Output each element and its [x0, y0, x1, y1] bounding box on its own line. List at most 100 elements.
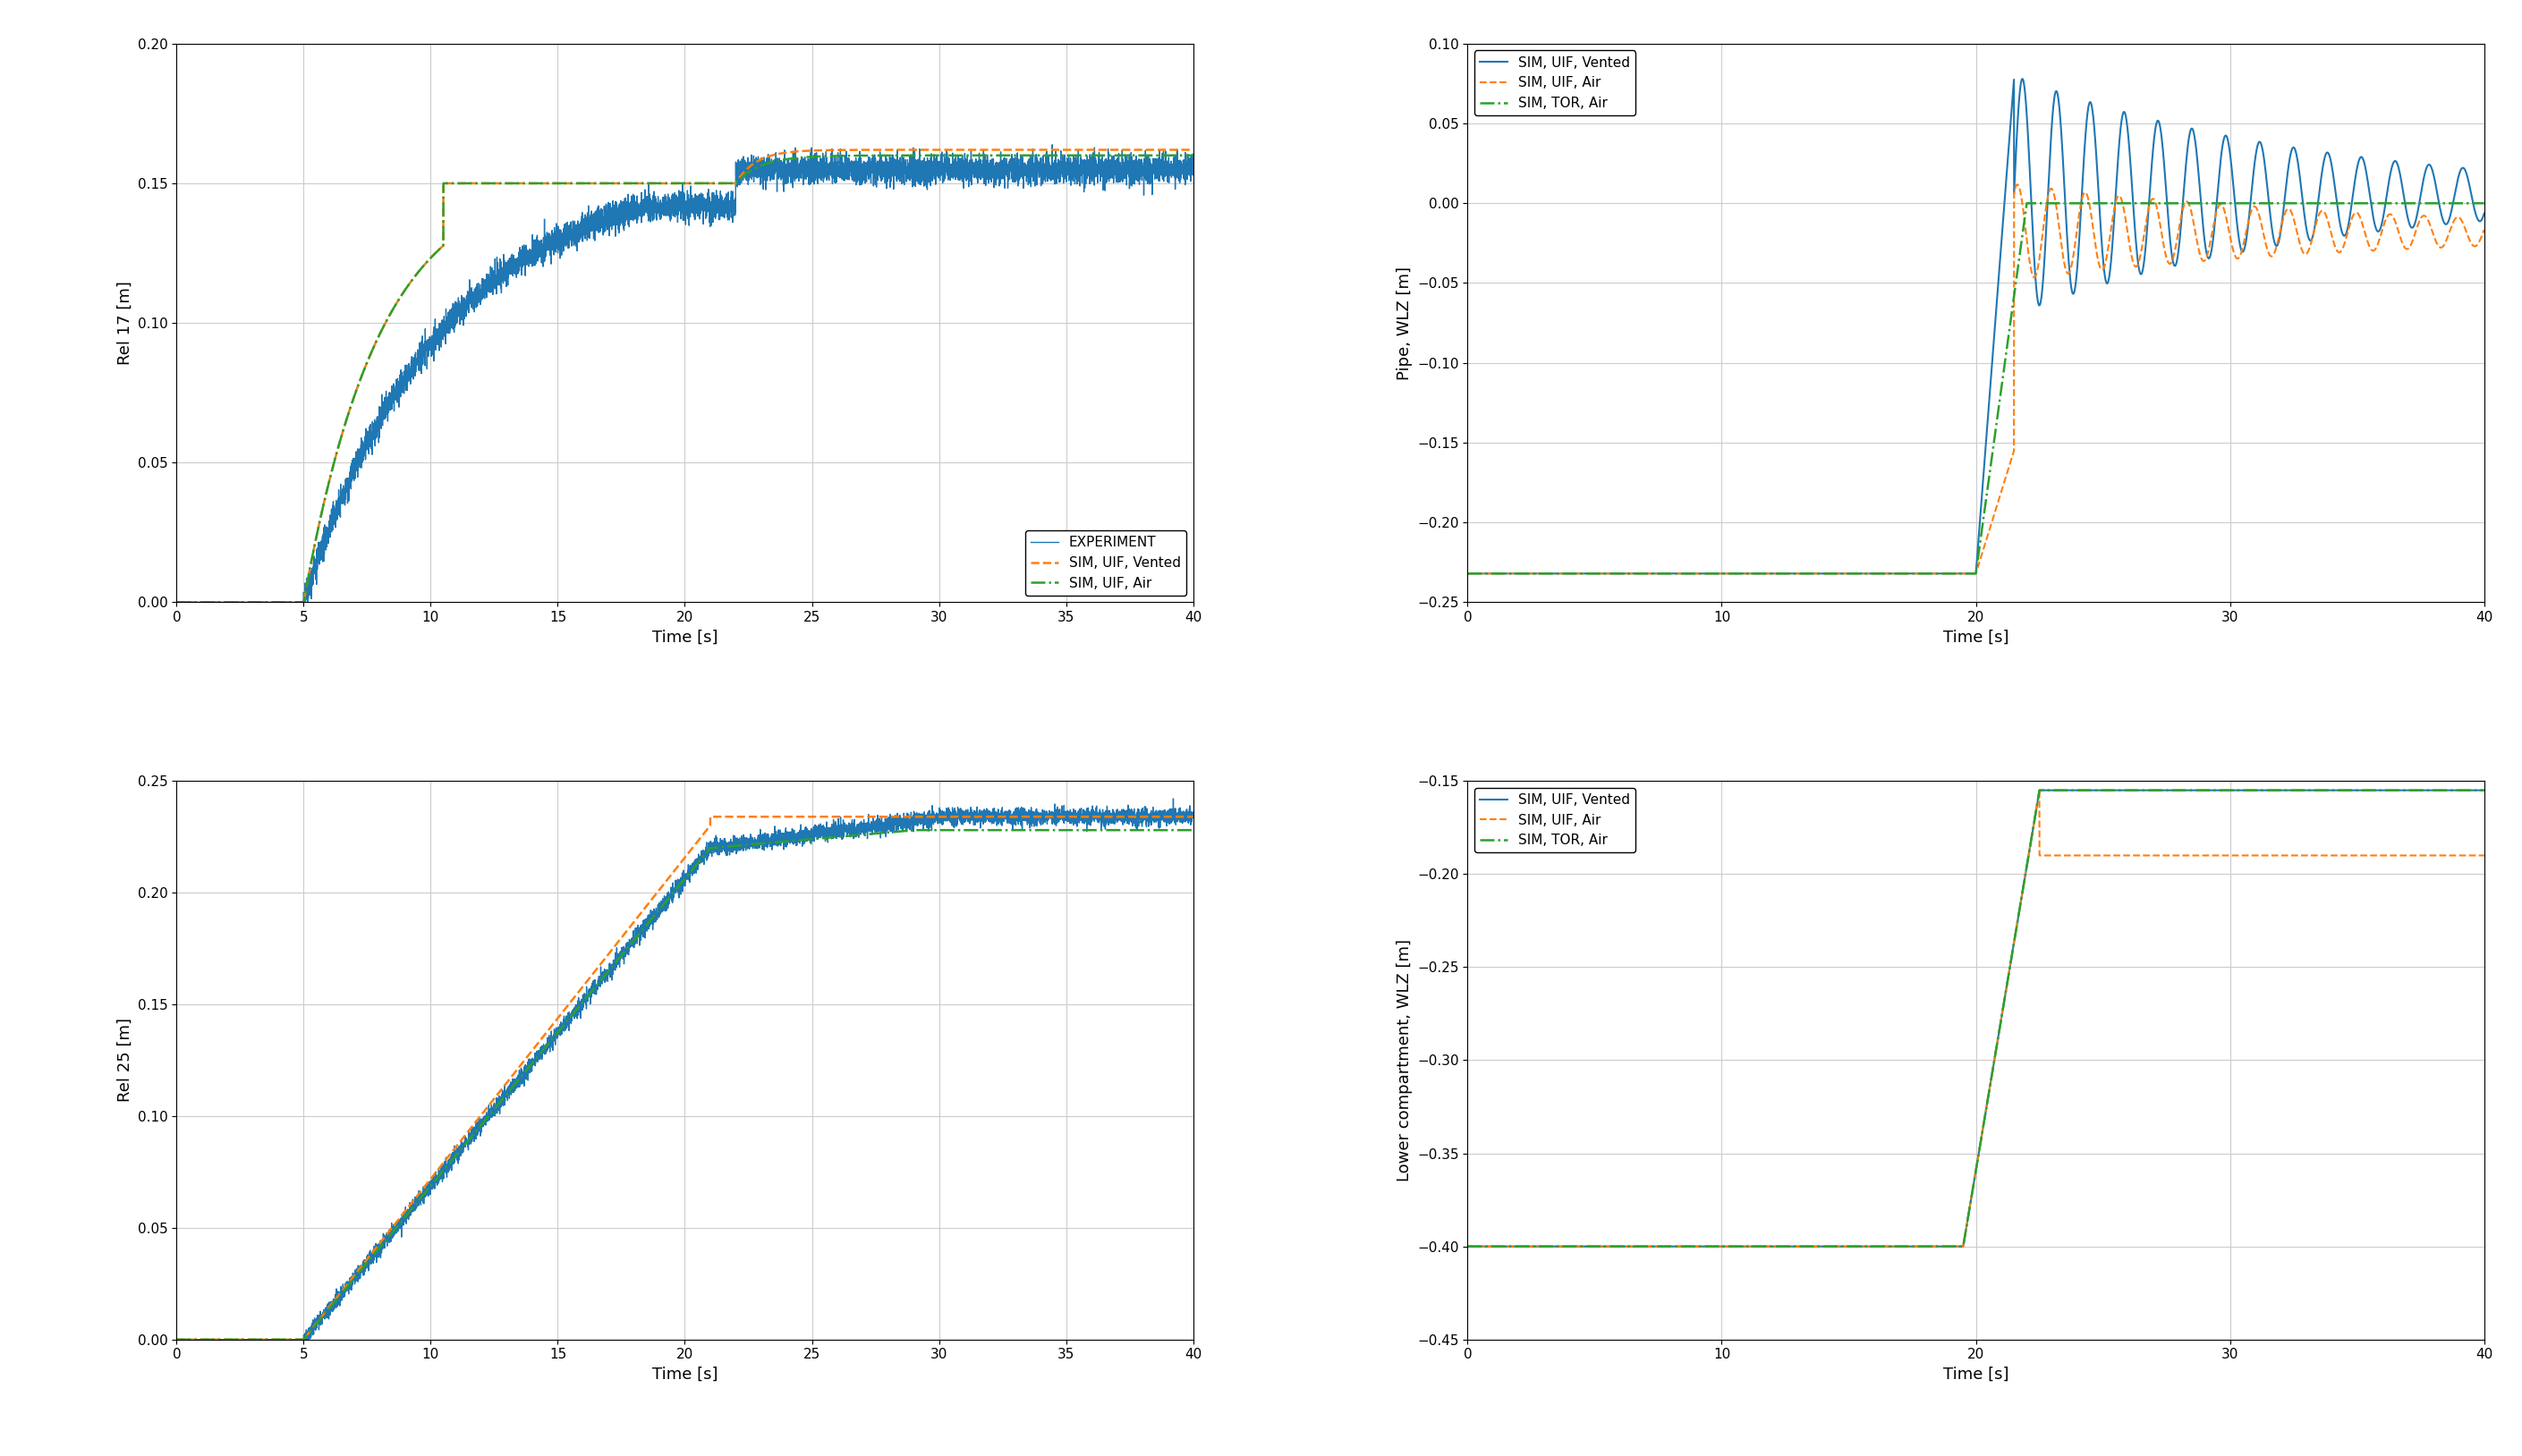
SIM, UIF, Air [915, 821, 946, 839]
SIM, UIF, Air [1178, 147, 1208, 165]
SIM, UIF, Air [968, 147, 999, 165]
SIM, UIF, Vented [2207, 782, 2237, 799]
Line: EXPERIMENT: EXPERIMENT [177, 799, 1193, 1340]
SIM, UIF, Air [161, 1331, 192, 1348]
EXPERIMENT [530, 1045, 560, 1063]
EXPERIMENT [1178, 805, 1208, 823]
SIM, UIF, Vented [1821, 1238, 1851, 1255]
SIM, TOR, Air [1821, 1238, 1851, 1255]
SIM, UIF, Vented [1821, 565, 1851, 582]
SIM, TOR, Air [2207, 782, 2237, 799]
EXPERIMENT [968, 172, 999, 189]
SIM, UIF, Air [161, 594, 192, 612]
Line: SIM, UIF, Air: SIM, UIF, Air [1468, 185, 2484, 574]
SIM, UIF, Air [2260, 240, 2290, 258]
SIM, UIF, Air [1453, 565, 1483, 582]
SIM, UIF, Air [764, 833, 794, 850]
EXPERIMENT [764, 823, 794, 840]
SIM, TOR, Air [2260, 782, 2290, 799]
SIM, TOR, Air [1453, 1238, 1483, 1255]
EXPERIMENT [161, 594, 192, 612]
EXPERIMENT [807, 827, 837, 844]
SIM, UIF, Vented [764, 808, 794, 826]
EXPERIMENT [807, 160, 837, 178]
SIM, UIF, Air [764, 151, 794, 169]
Line: SIM, TOR, Air: SIM, TOR, Air [1468, 204, 2484, 574]
Line: SIM, UIF, Vented: SIM, UIF, Vented [177, 817, 1193, 1340]
SIM, UIF, Vented [530, 1026, 560, 1044]
SIM, UIF, Vented [2008, 70, 2038, 87]
SIM, UIF, Vented [1503, 565, 1533, 582]
SIM, TOR, Air [2025, 782, 2055, 799]
SIM, UIF, Vented [161, 594, 192, 612]
Line: SIM, UIF, Air: SIM, UIF, Air [177, 156, 1193, 603]
EXPERIMENT [530, 252, 560, 269]
SIM, UIF, Vented [161, 1331, 192, 1348]
SIM, UIF, Air [2002, 176, 2033, 194]
SIM, UIF, Air [1453, 1238, 1483, 1255]
EXPERIMENT [915, 167, 946, 185]
Y-axis label: Rel 17 [m]: Rel 17 [m] [116, 281, 134, 365]
SIM, UIF, Vented [968, 141, 999, 159]
SIM, UIF, Vented [807, 141, 837, 159]
SIM, TOR, Air [2098, 782, 2129, 799]
EXPERIMENT [764, 157, 794, 175]
Y-axis label: Lower compartment, WLZ [m]: Lower compartment, WLZ [m] [1397, 939, 1412, 1181]
SIM, UIF, Vented [530, 175, 560, 192]
EXPERIMENT [1037, 135, 1067, 153]
Line: SIM, UIF, Vented: SIM, UIF, Vented [1468, 791, 2484, 1246]
SIM, UIF, Vented [212, 594, 242, 612]
X-axis label: Time [s]: Time [s] [653, 1367, 719, 1383]
Line: SIM, TOR, Air: SIM, TOR, Air [1468, 791, 2484, 1246]
Y-axis label: Pipe, WLZ [m]: Pipe, WLZ [m] [1397, 266, 1412, 380]
Line: SIM, UIF, Vented: SIM, UIF, Vented [1468, 79, 2484, 574]
SIM, UIF, Air [530, 1040, 560, 1057]
SIM, UIF, Vented [2098, 218, 2129, 236]
SIM, TOR, Air [1453, 565, 1483, 582]
SIM, UIF, Air [2098, 847, 2129, 865]
SIM, UIF, Air [968, 821, 999, 839]
SIM, TOR, Air [2260, 195, 2290, 213]
Line: EXPERIMENT: EXPERIMENT [177, 144, 1193, 603]
SIM, UIF, Air [2025, 782, 2055, 799]
SIM, UIF, Air [2469, 847, 2499, 865]
SIM, TOR, Air [2207, 195, 2237, 213]
SIM, UIF, Air [1503, 565, 1533, 582]
SIM, UIF, Vented [1178, 808, 1208, 826]
SIM, UIF, Air [530, 175, 560, 192]
SIM, TOR, Air [1503, 1238, 1533, 1255]
SIM, UIF, Air [2207, 847, 2237, 865]
SIM, UIF, Vented [2025, 782, 2055, 799]
Line: SIM, UIF, Air: SIM, UIF, Air [177, 830, 1193, 1340]
SIM, UIF, Air [2207, 195, 2237, 213]
X-axis label: Time [s]: Time [s] [653, 629, 719, 645]
SIM, UIF, Air [2469, 221, 2499, 239]
SIM, UIF, Air [2260, 847, 2290, 865]
SIM, UIF, Vented [1453, 1238, 1483, 1255]
SIM, UIF, Air [212, 1331, 242, 1348]
SIM, UIF, Air [1178, 821, 1208, 839]
SIM, UIF, Air [2053, 847, 2083, 865]
EXPERIMENT [212, 594, 242, 612]
Legend: EXPERIMENT, SIM, UIF, Vented, SIM, UIF, Air: EXPERIMENT, SIM, UIF, Vented, SIM, UIF, … [1026, 530, 1185, 596]
SIM, TOR, Air [2013, 195, 2043, 213]
SIM, TOR, Air [2098, 195, 2129, 213]
SIM, UIF, Air [1503, 1238, 1533, 1255]
SIM, UIF, Air [2053, 264, 2083, 281]
EXPERIMENT [915, 810, 946, 827]
SIM, TOR, Air [1821, 565, 1851, 582]
SIM, UIF, Vented [1453, 565, 1483, 582]
SIM, UIF, Vented [1178, 141, 1208, 159]
SIM, TOR, Air [1503, 565, 1533, 582]
X-axis label: Time [s]: Time [s] [1942, 629, 2008, 645]
SIM, UIF, Vented [2053, 782, 2083, 799]
SIM, UIF, Air [807, 147, 837, 165]
SIM, UIF, Vented [764, 146, 794, 163]
SIM, UIF, Vented [2469, 205, 2499, 223]
SIM, UIF, Vented [915, 141, 946, 159]
SIM, UIF, Vented [968, 808, 999, 826]
SIM, UIF, Vented [807, 808, 837, 826]
EXPERIMENT [968, 807, 999, 824]
SIM, TOR, Air [2469, 782, 2499, 799]
Legend: SIM, UIF, Vented, SIM, UIF, Air, SIM, TOR, Air: SIM, UIF, Vented, SIM, UIF, Air, SIM, TO… [1475, 788, 1634, 853]
